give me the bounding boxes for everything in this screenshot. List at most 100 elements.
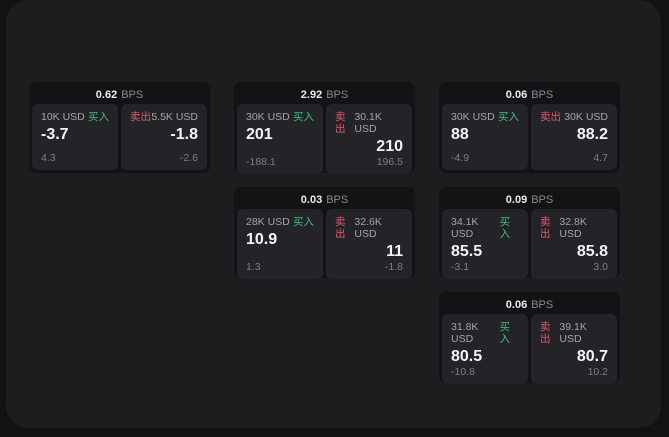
buy-delta-value: -10.8 bbox=[451, 366, 475, 378]
buy-tag: 买入 bbox=[499, 321, 511, 345]
bps-header: 0.09 BPS bbox=[442, 190, 617, 209]
sell-price-value: 80.7 bbox=[576, 348, 608, 365]
sell-price-value: -1.8 bbox=[170, 126, 198, 143]
bps-value: 0.09 bbox=[505, 193, 528, 206]
bps-header: 0.06 BPS bbox=[442, 295, 617, 314]
sell-tag: 卖出 bbox=[540, 111, 561, 123]
sell-amount-label: 30.1K USD bbox=[354, 111, 382, 135]
sell-delta-value: 4.7 bbox=[593, 152, 608, 164]
sell-tag: 卖出 bbox=[130, 111, 151, 123]
buy-delta-value: 1.3 bbox=[246, 261, 261, 273]
sell-quote-tile[interactable]: 卖出 32.6K USD 11 -1.8 bbox=[326, 209, 412, 279]
sell-amount-label: 32.6K USD bbox=[354, 216, 382, 240]
sell-amount-label: 5.5K USD bbox=[151, 111, 198, 123]
buy-amount-label: 34.1K USD bbox=[451, 216, 479, 240]
sell-tile-header: 卖出 5.5K USD bbox=[130, 111, 198, 123]
sell-tag: 卖出 bbox=[335, 216, 346, 240]
sell-delta-value: -1.8 bbox=[384, 261, 403, 273]
quote-card: 2.92 BPS 30K USD 买入 201 -188.1 卖出 30.1K … bbox=[234, 82, 415, 174]
quote-body: 30K USD 买入 88 -4.9 卖出 30K USD 88.2 4.7 bbox=[442, 104, 617, 170]
sell-tile-header: 卖出 30K USD bbox=[540, 111, 608, 123]
buy-price-value: 201 bbox=[246, 126, 273, 143]
sell-quote-tile[interactable]: 卖出 5.5K USD -1.8 -2.6 bbox=[121, 104, 207, 170]
sell-price-value: 210 bbox=[376, 138, 403, 155]
quote-card: 0.03 BPS 28K USD 买入 10.9 1.3 卖出 32.6K US… bbox=[234, 187, 415, 279]
quote-body: 30K USD 买入 201 -188.1 卖出 30.1K USD 210 1… bbox=[237, 104, 412, 174]
quote-body: 31.8K USD 买入 80.5 -10.8 卖出 39.1K USD 80.… bbox=[442, 314, 617, 384]
bps-unit-label: BPS bbox=[531, 88, 554, 101]
buy-quote-tile[interactable]: 30K USD 买入 88 -4.9 bbox=[442, 104, 528, 170]
bps-value: 0.62 bbox=[95, 88, 118, 101]
sell-amount-label: 30K USD bbox=[564, 111, 608, 123]
buy-quote-tile[interactable]: 34.1K USD 买入 85.5 -3.1 bbox=[442, 209, 528, 279]
quote-card: 0.09 BPS 34.1K USD 买入 85.5 -3.1 卖出 32.8K… bbox=[439, 187, 620, 279]
bps-header: 0.62 BPS bbox=[32, 85, 207, 104]
sell-delta-value: 10.2 bbox=[587, 366, 608, 378]
bps-value: 0.03 bbox=[300, 193, 323, 206]
quote-card: 0.06 BPS 31.8K USD 买入 80.5 -10.8 卖出 39.1… bbox=[439, 292, 620, 384]
bps-unit-label: BPS bbox=[326, 193, 349, 206]
buy-quote-tile[interactable]: 10K USD 买入 -3.7 4.3 bbox=[32, 104, 118, 170]
sell-delta-value: 3.0 bbox=[593, 261, 608, 273]
buy-tile-header: 28K USD 买入 bbox=[246, 216, 314, 228]
buy-delta-value: -4.9 bbox=[451, 152, 470, 164]
bps-value: 2.92 bbox=[300, 88, 323, 101]
buy-price-value: 85.5 bbox=[451, 243, 483, 260]
buy-tile-header: 10K USD 买入 bbox=[41, 111, 109, 123]
sell-tile-header: 卖出 30.1K USD bbox=[335, 111, 403, 135]
sell-price-value: 85.8 bbox=[576, 243, 608, 260]
buy-quote-tile[interactable]: 30K USD 买入 201 -188.1 bbox=[237, 104, 323, 174]
buy-tile-header: 31.8K USD 买入 bbox=[451, 321, 519, 345]
sell-delta-value: 196.5 bbox=[376, 156, 403, 168]
sell-tile-header: 卖出 32.6K USD bbox=[335, 216, 403, 240]
sell-tile-header: 卖出 32.8K USD bbox=[540, 216, 608, 240]
bps-unit-label: BPS bbox=[531, 298, 554, 311]
sell-quote-tile[interactable]: 卖出 30K USD 88.2 4.7 bbox=[531, 104, 617, 170]
quote-card: 0.06 BPS 30K USD 买入 88 -4.9 卖出 30K USD 8… bbox=[439, 82, 620, 173]
sell-amount-label: 39.1K USD bbox=[559, 321, 587, 345]
sell-tag: 卖出 bbox=[540, 216, 551, 240]
quote-body: 10K USD 买入 -3.7 4.3 卖出 5.5K USD -1.8 -2.… bbox=[32, 104, 207, 170]
buy-tag: 买入 bbox=[293, 111, 314, 123]
bps-value: 0.06 bbox=[505, 88, 528, 101]
buy-amount-label: 10K USD bbox=[41, 111, 85, 123]
buy-price-value: 80.5 bbox=[451, 348, 483, 365]
bps-header: 2.92 BPS bbox=[237, 85, 412, 104]
buy-tile-header: 34.1K USD 买入 bbox=[451, 216, 519, 240]
bps-value: 0.06 bbox=[505, 298, 528, 311]
buy-price-value: 10.9 bbox=[246, 231, 278, 248]
sell-tile-header: 卖出 39.1K USD bbox=[540, 321, 608, 345]
buy-amount-label: 28K USD bbox=[246, 216, 290, 228]
sell-price-value: 11 bbox=[386, 243, 403, 260]
buy-amount-label: 30K USD bbox=[451, 111, 495, 123]
buy-quote-tile[interactable]: 31.8K USD 买入 80.5 -10.8 bbox=[442, 314, 528, 384]
buy-price-value: -3.7 bbox=[41, 126, 69, 143]
buy-quote-tile[interactable]: 28K USD 买入 10.9 1.3 bbox=[237, 209, 323, 279]
buy-tile-header: 30K USD 买入 bbox=[451, 111, 519, 123]
sell-tag: 卖出 bbox=[540, 321, 551, 345]
buy-delta-value: -3.1 bbox=[451, 261, 470, 273]
quote-body: 34.1K USD 买入 85.5 -3.1 卖出 32.8K USD 85.8… bbox=[442, 209, 617, 279]
sell-tag: 卖出 bbox=[335, 111, 346, 135]
buy-tag: 买入 bbox=[498, 111, 519, 123]
buy-tile-header: 30K USD 买入 bbox=[246, 111, 314, 123]
sell-price-value: 88.2 bbox=[576, 126, 608, 143]
buy-tag: 买入 bbox=[499, 216, 511, 240]
buy-tag: 买入 bbox=[88, 111, 109, 123]
bps-header: 0.03 BPS bbox=[237, 190, 412, 209]
sell-quote-tile[interactable]: 卖出 39.1K USD 80.7 10.2 bbox=[531, 314, 617, 384]
buy-tag: 买入 bbox=[293, 216, 314, 228]
buy-delta-value: 4.3 bbox=[41, 152, 56, 164]
bps-unit-label: BPS bbox=[531, 193, 554, 206]
bps-unit-label: BPS bbox=[326, 88, 349, 101]
buy-amount-label: 30K USD bbox=[246, 111, 290, 123]
buy-amount-label: 31.8K USD bbox=[451, 321, 479, 345]
bps-header: 0.06 BPS bbox=[442, 85, 617, 104]
bps-unit-label: BPS bbox=[121, 88, 144, 101]
quote-body: 28K USD 买入 10.9 1.3 卖出 32.6K USD 11 -1.8 bbox=[237, 209, 412, 279]
buy-price-value: 88 bbox=[451, 126, 469, 143]
sell-amount-label: 32.8K USD bbox=[559, 216, 587, 240]
sell-quote-tile[interactable]: 卖出 30.1K USD 210 196.5 bbox=[326, 104, 412, 174]
sell-quote-tile[interactable]: 卖出 32.8K USD 85.8 3.0 bbox=[531, 209, 617, 279]
